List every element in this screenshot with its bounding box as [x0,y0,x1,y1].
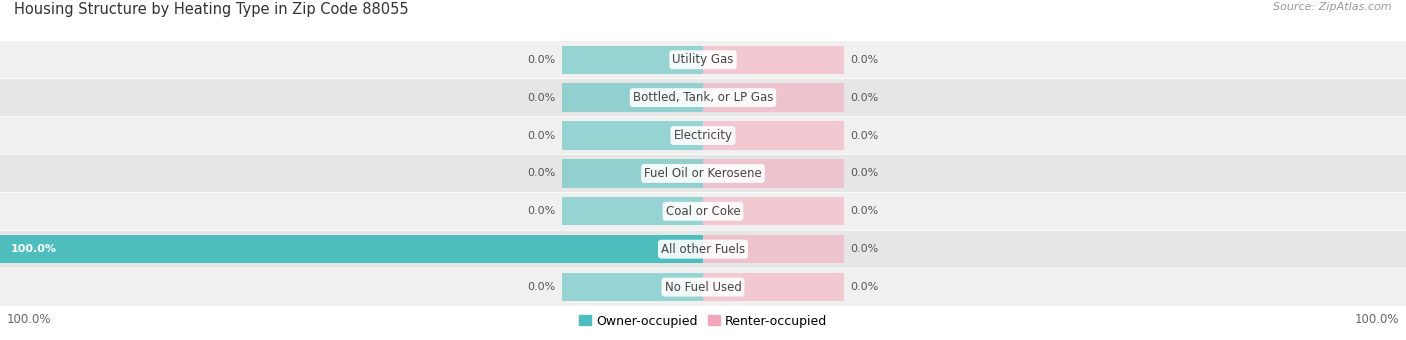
FancyBboxPatch shape [0,41,1406,78]
Text: 100.0%: 100.0% [7,313,52,326]
Bar [703,121,844,150]
Bar [703,273,844,301]
Text: All other Fuels: All other Fuels [661,243,745,256]
Text: 100.0%: 100.0% [1354,313,1399,326]
Bar [703,197,844,225]
Text: 0.0%: 0.0% [527,282,555,292]
Text: 0.0%: 0.0% [527,168,555,179]
Text: 100.0%: 100.0% [10,244,56,254]
FancyBboxPatch shape [0,79,1406,116]
Text: 0.0%: 0.0% [851,168,879,179]
Text: Fuel Oil or Kerosene: Fuel Oil or Kerosene [644,167,762,180]
Bar [703,235,844,264]
Text: 0.0%: 0.0% [851,92,879,103]
Text: Bottled, Tank, or LP Gas: Bottled, Tank, or LP Gas [633,91,773,104]
Bar [703,46,844,74]
Bar [562,159,703,188]
Bar [703,83,844,112]
FancyBboxPatch shape [0,117,1406,154]
Text: 0.0%: 0.0% [851,244,879,254]
Text: 0.0%: 0.0% [527,92,555,103]
Text: 0.0%: 0.0% [851,131,879,140]
Bar [703,159,844,188]
Text: Coal or Coke: Coal or Coke [665,205,741,218]
Text: No Fuel Used: No Fuel Used [665,280,741,293]
FancyBboxPatch shape [0,269,1406,306]
Text: Utility Gas: Utility Gas [672,53,734,66]
Text: Source: ZipAtlas.com: Source: ZipAtlas.com [1274,2,1392,12]
FancyBboxPatch shape [0,193,1406,230]
Text: 0.0%: 0.0% [527,206,555,216]
Text: Housing Structure by Heating Type in Zip Code 88055: Housing Structure by Heating Type in Zip… [14,2,409,17]
Bar [562,197,703,225]
Legend: Owner-occupied, Renter-occupied: Owner-occupied, Renter-occupied [574,310,832,333]
Bar [562,121,703,150]
Bar [562,46,703,74]
FancyBboxPatch shape [0,155,1406,192]
Text: 0.0%: 0.0% [851,282,879,292]
FancyBboxPatch shape [0,231,1406,268]
Text: 0.0%: 0.0% [851,206,879,216]
Text: Electricity: Electricity [673,129,733,142]
Text: 0.0%: 0.0% [527,131,555,140]
Bar [0,235,703,264]
Text: 0.0%: 0.0% [527,55,555,65]
Bar [562,273,703,301]
Bar [562,83,703,112]
Text: 0.0%: 0.0% [851,55,879,65]
